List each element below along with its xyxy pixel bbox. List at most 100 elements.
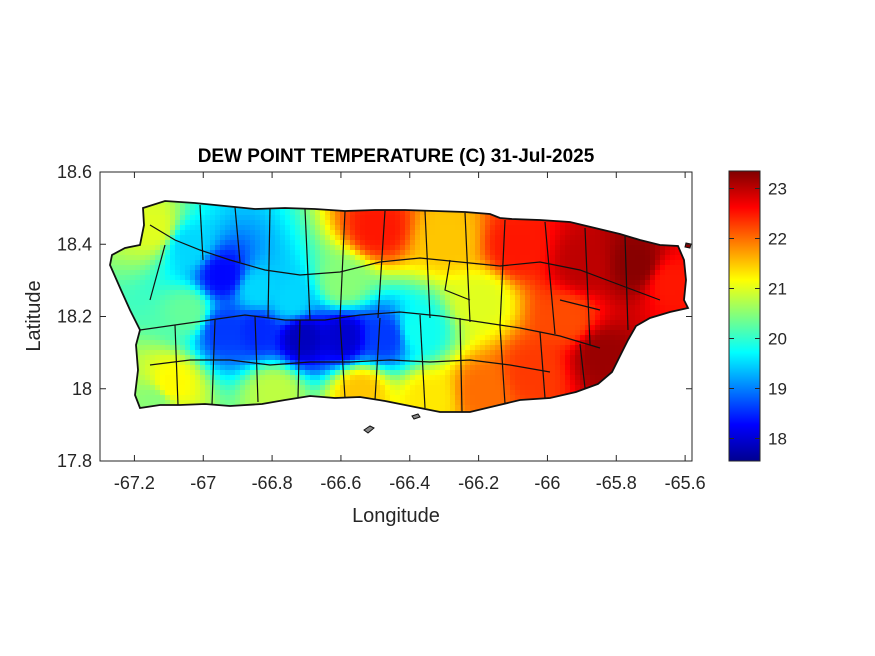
heatmap-cell <box>345 305 351 311</box>
heatmap-cell <box>195 210 201 216</box>
heatmap-cell <box>190 280 196 286</box>
heatmap-cell <box>140 330 146 336</box>
heatmap-cell <box>260 295 266 301</box>
heatmap-cell <box>330 355 336 361</box>
heatmap-cell <box>350 210 356 216</box>
heatmap-cell <box>560 330 566 336</box>
heatmap-cell <box>305 245 311 251</box>
heatmap-cell <box>395 265 401 271</box>
heatmap-cell <box>190 330 196 336</box>
heatmap-cell <box>440 330 446 336</box>
heatmap-cell <box>390 265 396 271</box>
heatmap-cell <box>575 265 581 271</box>
heatmap-cell <box>410 245 416 251</box>
heatmap-cell <box>210 350 216 356</box>
heatmap-cell <box>555 235 561 241</box>
heatmap-cell <box>305 355 311 361</box>
heatmap-cell <box>555 245 561 251</box>
heatmap-cell <box>365 370 371 376</box>
heatmap-cell <box>460 240 466 246</box>
heatmap-cell <box>640 255 646 261</box>
heatmap-cell <box>300 330 306 336</box>
heatmap-cell <box>420 390 426 396</box>
heatmap-cell <box>455 245 461 251</box>
heatmap-cell <box>245 210 251 216</box>
heatmap-cell <box>235 245 241 251</box>
heatmap-cell <box>400 275 406 281</box>
heatmap-cell <box>220 275 226 281</box>
heatmap-cell <box>585 235 591 241</box>
heatmap-cell <box>440 320 446 326</box>
heatmap-cell <box>390 305 396 311</box>
heatmap-cell <box>195 245 201 251</box>
heatmap-cell <box>425 360 431 366</box>
heatmap-cell <box>525 230 531 236</box>
heatmap-cell <box>345 265 351 271</box>
heatmap-cell <box>535 325 541 331</box>
heatmap-cell <box>560 275 566 281</box>
heatmap-cell <box>305 325 311 331</box>
heatmap-cell <box>540 225 546 231</box>
heatmap-cell <box>640 260 646 266</box>
heatmap-cell <box>330 315 336 321</box>
heatmap-cell <box>645 280 651 286</box>
heatmap-cell <box>505 360 511 366</box>
heatmap-cell <box>515 390 521 396</box>
heatmap-cell <box>520 260 526 266</box>
heatmap-cell <box>285 310 291 316</box>
heatmap-cell <box>525 225 531 231</box>
heatmap-cell <box>325 320 331 326</box>
heatmap-cell <box>440 290 446 296</box>
heatmap-cell <box>360 355 366 361</box>
heatmap-cell <box>180 370 186 376</box>
heatmap-cell <box>420 330 426 336</box>
heatmap-cell <box>365 300 371 306</box>
heatmap-cell <box>170 280 176 286</box>
heatmap-cell <box>245 215 251 221</box>
heatmap-cell <box>460 385 466 391</box>
heatmap-cell <box>260 275 266 281</box>
heatmap-cell <box>335 295 341 301</box>
heatmap-cell <box>230 240 236 246</box>
heatmap-cell <box>580 350 586 356</box>
heatmap-cell <box>610 315 616 321</box>
heatmap-cell <box>305 305 311 311</box>
heatmap-cell <box>150 300 156 306</box>
heatmap-cell <box>440 375 446 381</box>
heatmap-cell <box>575 320 581 326</box>
heatmap-cell <box>490 385 496 391</box>
heatmap-cell <box>300 300 306 306</box>
heatmap-cell <box>530 350 536 356</box>
heatmap-cell <box>225 285 231 291</box>
heatmap-cell <box>270 310 276 316</box>
heatmap-cell <box>280 260 286 266</box>
heatmap-cell <box>295 300 301 306</box>
heatmap-cell <box>260 280 266 286</box>
heatmap-cell <box>505 235 511 241</box>
heatmap-cell <box>310 365 316 371</box>
heatmap-cell <box>620 330 626 336</box>
heatmap-cell <box>460 275 466 281</box>
heatmap-cell <box>595 375 601 381</box>
heatmap-cell <box>470 310 476 316</box>
heatmap-cell <box>175 215 181 221</box>
heatmap-cell <box>165 270 171 276</box>
heatmap-cell <box>220 225 226 231</box>
heatmap-cell <box>300 240 306 246</box>
heatmap-cell <box>245 320 251 326</box>
heatmap-cell <box>290 285 296 291</box>
heatmap-cell <box>275 360 281 366</box>
heatmap-cell <box>595 330 601 336</box>
heatmap-cell <box>190 275 196 281</box>
heatmap-cell <box>165 290 171 296</box>
heatmap-cell <box>565 295 571 301</box>
heatmap-cell <box>165 385 171 391</box>
heatmap-cell <box>510 265 516 271</box>
heatmap-cell <box>325 255 331 261</box>
heatmap-cell <box>195 295 201 301</box>
heatmap-cell <box>570 330 576 336</box>
heatmap-cell <box>240 360 246 366</box>
heatmap-cell <box>615 240 621 246</box>
heatmap-cell <box>350 250 356 256</box>
heatmap-cell <box>165 220 171 226</box>
